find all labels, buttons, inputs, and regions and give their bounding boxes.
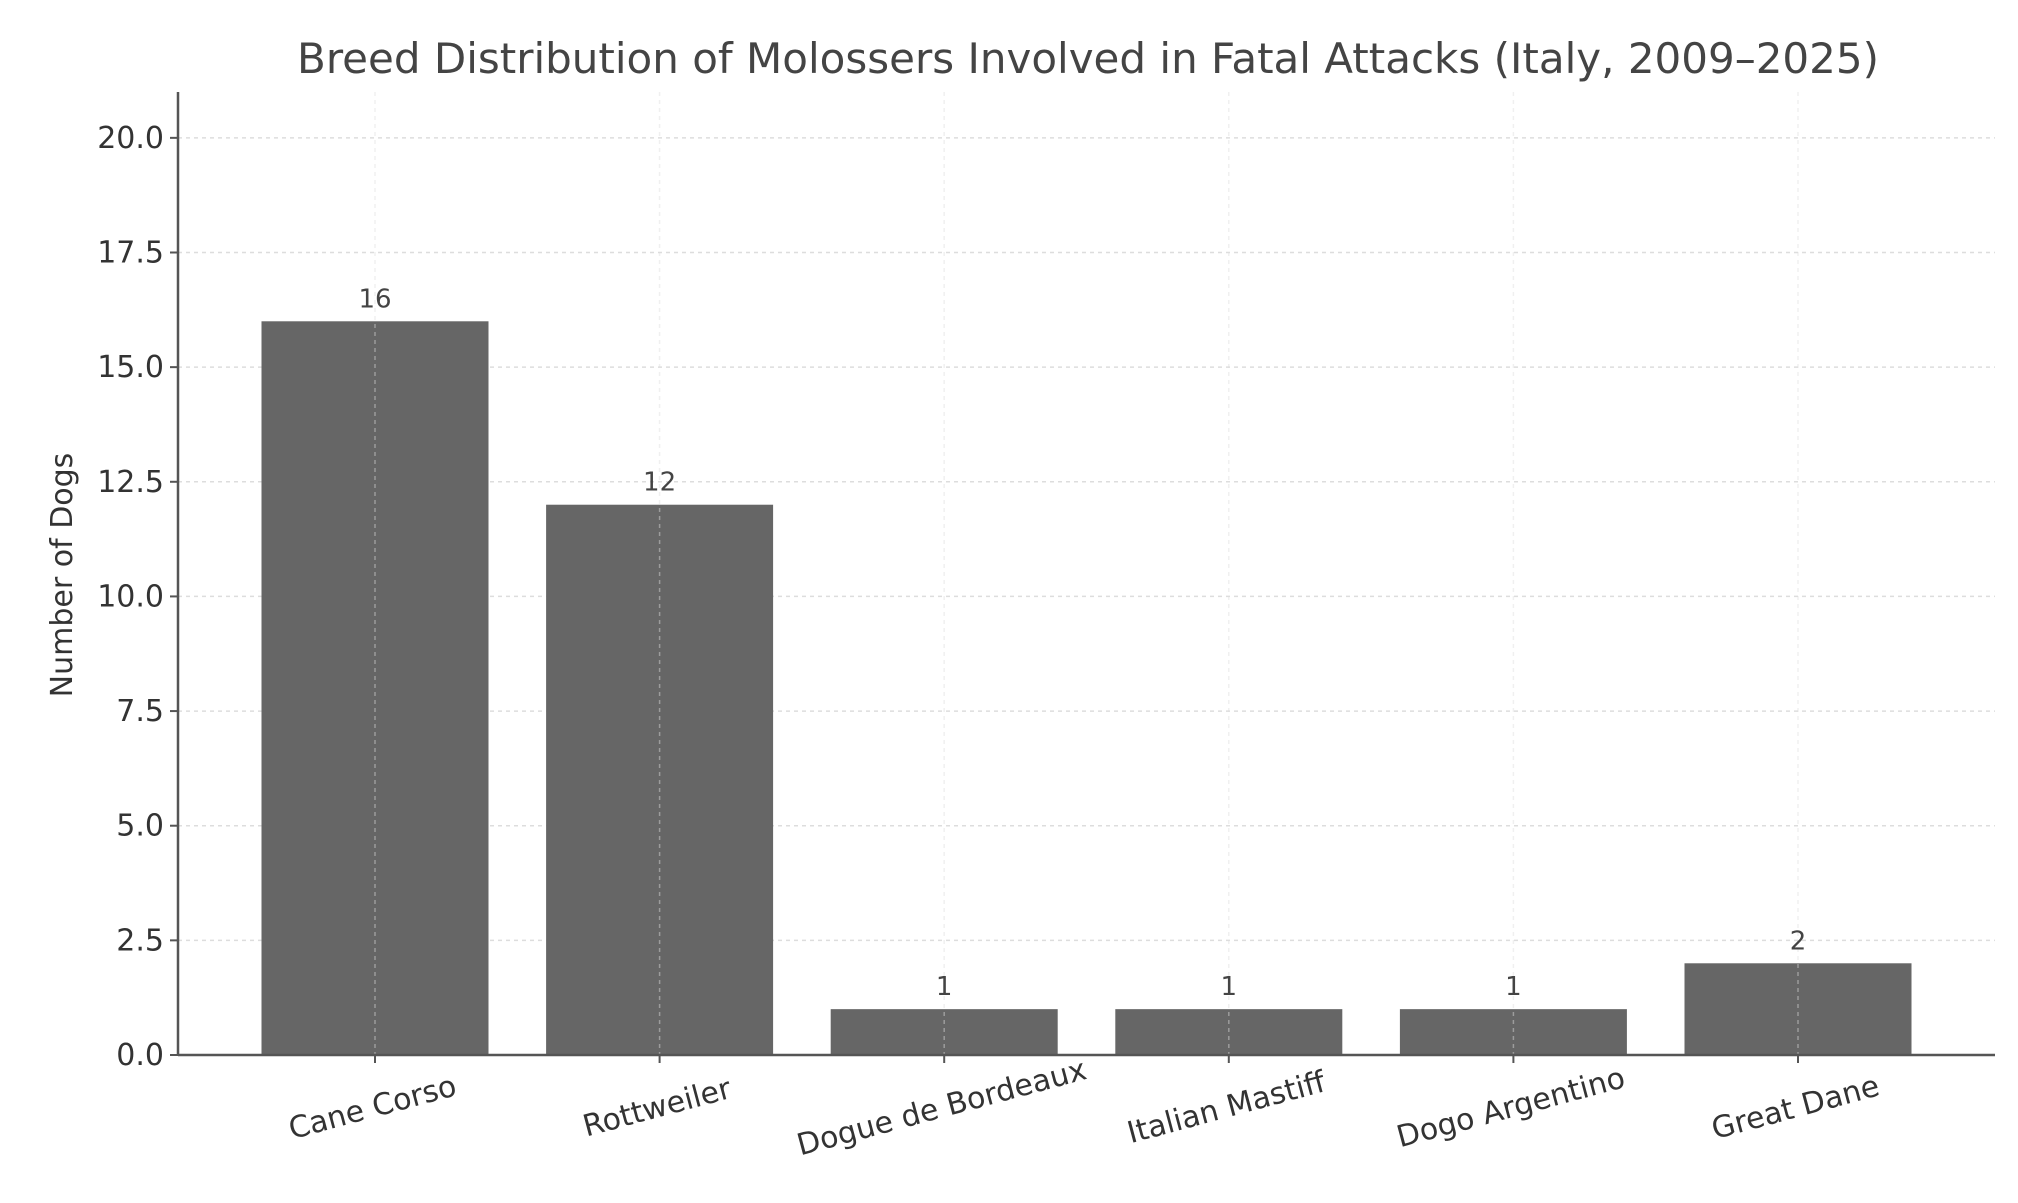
y-tick-label: 5.0 [116,809,164,844]
data-label: 2 [1790,926,1807,956]
x-axis-ticks: Cane Corso Rottweiler Dogue de Bordeaux Ita… [285,1052,1883,1163]
data-label: 12 [643,468,676,498]
y-axis-ticks: 0.0 2.5 5.0 7.5 10.0 12.5 15.0 17.5 20.0 [97,121,178,1073]
chart-title: Breed Distribution of Molossers Involved… [297,34,1879,83]
x-tick-label: Cane Corso [285,1069,460,1147]
y-tick-label: 0.0 [116,1038,164,1073]
x-tick-label: Rottweiler [579,1071,735,1144]
x-tick-label: Italian Mastiff [1124,1064,1331,1151]
bar [1115,1009,1343,1055]
y-tick-label: 12.5 [97,465,164,500]
y-tick-label: 17.5 [97,236,164,271]
data-label: 1 [1505,972,1522,1002]
bar [546,504,774,1055]
y-axis-label: Number of Dogs [45,453,80,698]
vertical-grid-lines [374,92,1799,1055]
x-tick-label: Dogo Argentino [1393,1061,1629,1156]
bar [830,1009,1058,1055]
data-label: 1 [936,972,953,1002]
x-tick-label: Dogue de Bordeaux [793,1052,1090,1163]
bar [261,321,489,1055]
data-label: 1 [1221,972,1238,1002]
y-tick-label: 20.0 [97,121,164,156]
bar [1684,963,1912,1055]
y-tick-label: 15.0 [97,350,164,385]
x-tick-label: Great Dane [1708,1069,1883,1147]
y-tick-label: 7.5 [116,694,164,729]
bars [261,321,1912,1055]
bar [1399,1009,1627,1055]
data-label: 16 [358,284,391,314]
y-tick-label: 10.0 [97,579,164,614]
y-tick-label: 2.5 [116,923,164,958]
